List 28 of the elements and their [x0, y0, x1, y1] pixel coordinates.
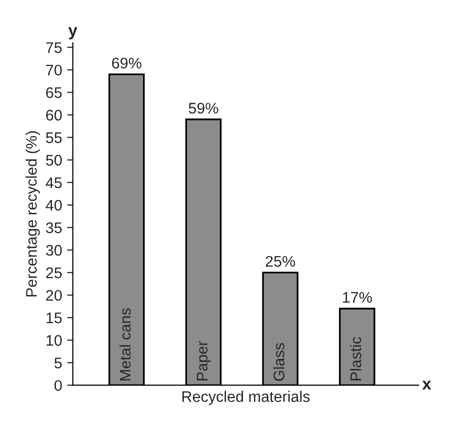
data-label: 59%: [188, 102, 218, 114]
x-tick-label: Metal cans: [119, 308, 131, 380]
text: x: [422, 380, 432, 390]
y-tick-label: 45: [46, 177, 62, 188]
x-tick-label: Paper: [196, 341, 211, 380]
x-tick-label: Glass: [273, 343, 284, 381]
data-label: 25%: [266, 256, 296, 267]
x-axis-title: Recycled materials: [182, 390, 310, 405]
y-tick-label: 50: [46, 154, 62, 166]
y-tick-label: 75: [46, 42, 62, 53]
y-tick-label: 60: [46, 110, 62, 121]
y-tick-label: 55: [46, 132, 62, 144]
y-tick-label: 20: [46, 290, 62, 301]
y-tick-label: 35: [46, 222, 62, 234]
y-tick-label: 30: [46, 244, 62, 256]
y-axis-title: Percentage recycled (%): [26, 131, 40, 296]
y-tick-label: 5: [54, 358, 62, 368]
x-tick-label: Plastic: [350, 337, 362, 380]
y-tick-label: 10: [46, 335, 62, 346]
y-tick-label: 70: [46, 64, 62, 76]
data-label: 69%: [112, 58, 142, 69]
y-tick-label: 15: [46, 312, 62, 324]
y-tick-label: 0: [54, 380, 62, 391]
text: y: [68, 27, 78, 40]
y-tick-label: 40: [46, 200, 62, 211]
data-label: 17%: [343, 292, 372, 303]
y-tick-label: 25: [46, 267, 62, 278]
y-tick-label: 65: [46, 87, 62, 98]
